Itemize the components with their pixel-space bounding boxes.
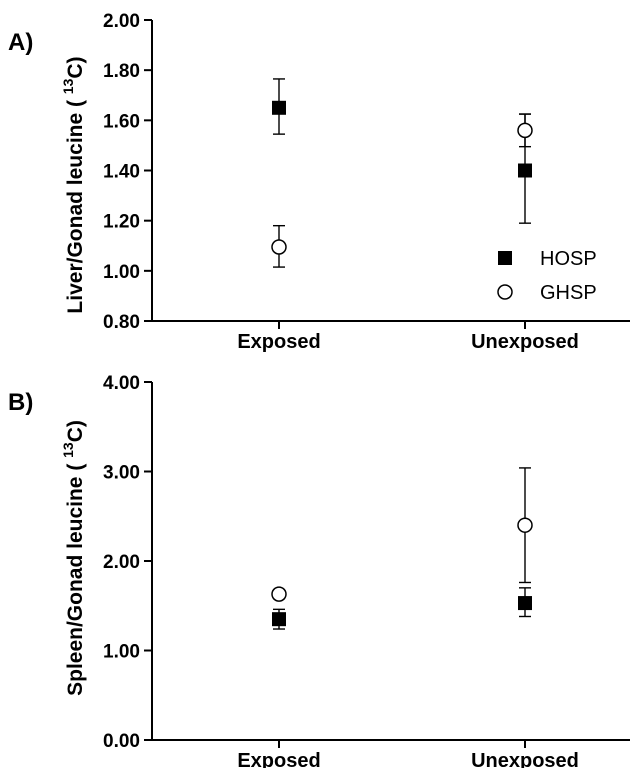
y-tick-label: 0.80 <box>103 312 140 333</box>
legend-hosp-label: HOSP <box>540 248 597 270</box>
panel-b: B) Spleen/Gonad leucine ( 13C) 0.00 1.00 2… <box>8 373 630 768</box>
x-tick-label: Unexposed <box>471 331 579 353</box>
ghsp-exposed-point <box>271 586 287 602</box>
legend: HOSP GHSP <box>497 248 597 304</box>
panel-b-x-ticks: Exposed Unexposed <box>237 740 579 768</box>
panel-b-y-ticks: 0.00 1.00 2.00 3.00 4.00 <box>103 373 152 752</box>
panel-a-label: A) <box>8 29 33 56</box>
x-tick-label: Exposed <box>237 750 320 768</box>
panel-a-x-ticks: Exposed Unexposed <box>237 321 579 353</box>
x-tick-label: Unexposed <box>471 750 579 768</box>
panel-a-y-axis-label: Liver/Gonad leucine ( 13C) <box>60 56 87 313</box>
y-tick-label: 1.00 <box>103 642 140 663</box>
hosp-unexposed-point <box>518 596 532 611</box>
y-tick-label: 2.00 <box>103 11 140 32</box>
y-tick-label: 2.00 <box>103 552 140 573</box>
y-tick-label: 3.00 <box>103 463 140 484</box>
panel-a-marks <box>271 78 533 268</box>
legend-ghsp-marker <box>497 284 513 300</box>
ghsp-exposed-point <box>271 239 287 255</box>
y-tick-label: 1.80 <box>103 61 140 82</box>
legend-ghsp-label: GHSP <box>540 282 597 304</box>
hosp-exposed-point <box>272 100 286 115</box>
y-tick-label: 0.00 <box>103 731 140 752</box>
panel-b-label: B) <box>8 389 33 416</box>
y-tick-label: 1.60 <box>103 111 140 132</box>
hosp-exposed-point <box>272 612 286 627</box>
y-tick-label: 1.00 <box>103 262 140 283</box>
hosp-unexposed-point <box>518 163 532 178</box>
panel-a: A) Liver/Gonad leucine ( 13C) 0.80 1.00 1.… <box>8 11 630 353</box>
ghsp-unexposed-point <box>517 517 533 533</box>
ghsp-unexposed-point <box>517 122 533 139</box>
panel-b-y-axis-label: Spleen/Gonad leucine ( 13C) <box>60 420 87 696</box>
y-tick-label: 1.40 <box>103 162 140 183</box>
y-tick-label: 4.00 <box>103 373 140 394</box>
x-tick-label: Exposed <box>237 331 320 353</box>
y-tick-label: 1.20 <box>103 212 140 233</box>
panel-a-y-ticks: 0.80 1.00 1.20 1.40 1.60 1.80 2.00 <box>103 11 152 333</box>
legend-hosp-marker <box>498 251 512 265</box>
panel-b-marks <box>271 467 533 630</box>
